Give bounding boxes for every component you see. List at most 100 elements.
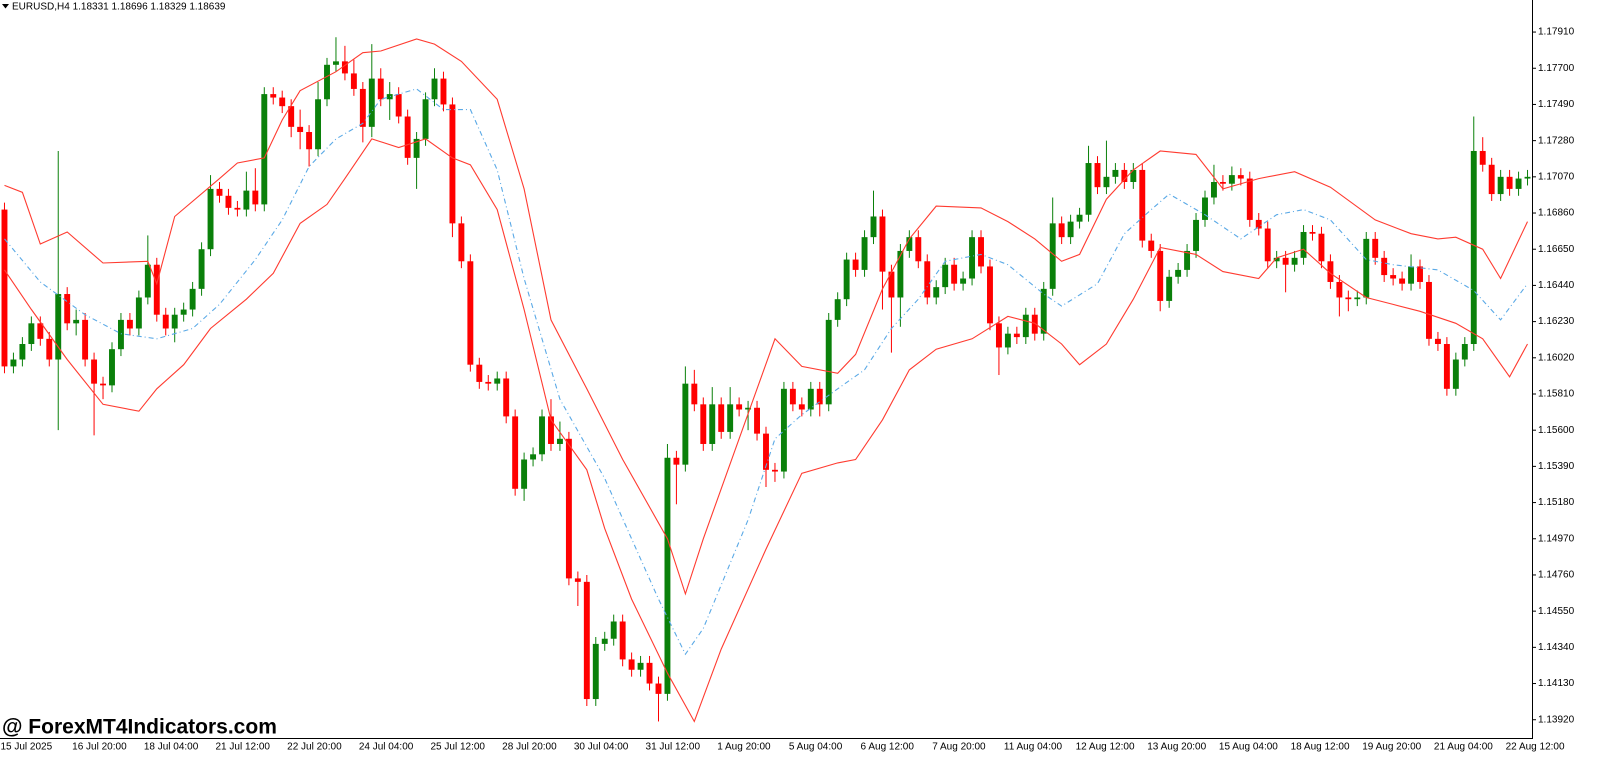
y-tick-label: 1.15810 bbox=[1538, 389, 1575, 400]
candle-body bbox=[1318, 233, 1325, 262]
x-tick-label: 7 Aug 20:00 bbox=[932, 742, 986, 753]
candle-body bbox=[834, 299, 841, 320]
candle-body bbox=[745, 407, 752, 410]
candle-body bbox=[807, 388, 814, 410]
candle-body bbox=[1515, 178, 1522, 189]
candle-body bbox=[270, 94, 277, 98]
candle-body bbox=[28, 323, 35, 345]
candle-body bbox=[969, 237, 976, 279]
candle-body bbox=[1219, 182, 1226, 184]
candle-body bbox=[315, 99, 322, 150]
candle-body bbox=[1130, 169, 1137, 183]
candle-body bbox=[1336, 281, 1343, 298]
candle-body bbox=[583, 581, 590, 700]
y-tick-label: 1.17910 bbox=[1538, 27, 1575, 38]
y-tick-label: 1.13920 bbox=[1538, 714, 1575, 725]
candle-body bbox=[1157, 250, 1164, 301]
plot-area bbox=[1, 37, 1531, 723]
x-tick-label: 6 Aug 12:00 bbox=[861, 742, 915, 753]
candle-body bbox=[861, 237, 868, 270]
candle-body bbox=[1354, 297, 1361, 300]
candle-body bbox=[1426, 281, 1432, 339]
candle-body bbox=[960, 278, 967, 284]
candle-body bbox=[225, 195, 232, 208]
candle-body bbox=[109, 349, 115, 386]
candle-body bbox=[995, 323, 1002, 348]
y-tick-label: 1.15600 bbox=[1538, 425, 1575, 436]
candle-body bbox=[1264, 228, 1271, 262]
y-tick-label: 1.17070 bbox=[1538, 171, 1575, 182]
candle-body bbox=[1282, 257, 1289, 265]
x-tick-label: 30 Jul 04:00 bbox=[574, 742, 629, 753]
candle-body bbox=[1067, 221, 1074, 238]
candle-body bbox=[933, 287, 940, 298]
candle-body bbox=[198, 249, 205, 289]
candle-body bbox=[297, 126, 304, 133]
candle-body bbox=[1058, 223, 1065, 238]
candle-body bbox=[10, 359, 17, 367]
candle-body bbox=[1022, 314, 1029, 338]
candle-body bbox=[1013, 333, 1020, 338]
candle-body bbox=[64, 294, 71, 324]
watermark: @ ForexMT4Indicators.com bbox=[2, 716, 277, 739]
candle-body bbox=[772, 469, 778, 472]
indicator-line bbox=[4, 88, 1528, 656]
y-tick-label: 1.16230 bbox=[1538, 316, 1575, 327]
candle-body bbox=[467, 261, 474, 365]
candle-body bbox=[1327, 261, 1334, 282]
y-tick-label: 1.15390 bbox=[1538, 461, 1575, 472]
candle-body bbox=[404, 116, 411, 158]
candle-body bbox=[619, 621, 626, 660]
candle-body bbox=[565, 438, 572, 579]
candle-body bbox=[574, 578, 581, 582]
candle-body bbox=[1237, 175, 1244, 179]
candle-body bbox=[243, 190, 250, 210]
candle-body bbox=[1, 209, 8, 367]
candle-body bbox=[1497, 176, 1504, 195]
candle-body bbox=[117, 319, 124, 350]
candle-body bbox=[556, 438, 563, 444]
candle-body bbox=[1399, 278, 1406, 284]
y-tick-label: 1.16020 bbox=[1538, 352, 1575, 363]
candle-body bbox=[1488, 164, 1495, 195]
candle-body bbox=[1040, 288, 1047, 334]
x-tick-label: 18 Aug 12:00 bbox=[1291, 742, 1350, 753]
candle-body bbox=[1112, 169, 1119, 177]
x-tick-label: 21 Jul 12:00 bbox=[215, 742, 270, 753]
y-tick-label: 1.14760 bbox=[1538, 570, 1575, 581]
candle-body bbox=[897, 250, 904, 298]
x-tick-label: 19 Aug 20:00 bbox=[1362, 742, 1421, 753]
candle-body bbox=[1103, 176, 1110, 188]
candle-body bbox=[1202, 197, 1208, 220]
x-tick-label: 13 Aug 20:00 bbox=[1147, 742, 1206, 753]
x-tick-label: 15 Jul 2025 bbox=[0, 742, 52, 753]
candle-body bbox=[485, 381, 492, 384]
candle-body bbox=[1345, 297, 1352, 300]
candle-body bbox=[279, 97, 286, 107]
header-icon bbox=[2, 4, 9, 9]
candle-body bbox=[252, 190, 259, 205]
candle-body bbox=[798, 404, 805, 410]
candle-body bbox=[1148, 240, 1155, 251]
x-tick-label: 31 Jul 12:00 bbox=[646, 742, 701, 753]
candle-body bbox=[458, 223, 465, 262]
candle-body bbox=[754, 407, 760, 434]
candle-body bbox=[1193, 219, 1199, 251]
candle-body bbox=[1372, 238, 1379, 258]
y-tick-label: 1.17490 bbox=[1538, 99, 1575, 110]
candle-body bbox=[780, 388, 787, 472]
x-tick-label: 16 Jul 20:00 bbox=[72, 742, 127, 753]
candle-body bbox=[1470, 150, 1477, 345]
candle-body bbox=[1031, 314, 1038, 334]
candle-body bbox=[395, 94, 402, 117]
y-tick-label: 1.17280 bbox=[1538, 135, 1575, 146]
candle-body bbox=[601, 638, 608, 644]
x-tick-label: 11 Aug 04:00 bbox=[1004, 742, 1063, 753]
candle-body bbox=[207, 188, 214, 250]
candle-body bbox=[19, 344, 26, 360]
candle-body bbox=[333, 61, 339, 65]
y-tick-label: 1.15180 bbox=[1538, 497, 1575, 508]
candle-body bbox=[234, 207, 241, 210]
candle-body bbox=[1166, 276, 1173, 301]
